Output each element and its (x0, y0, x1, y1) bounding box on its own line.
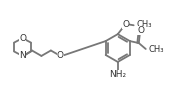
Text: NH₂: NH₂ (109, 70, 126, 79)
Text: O: O (57, 51, 64, 60)
Text: O: O (122, 20, 129, 29)
Text: CH₃: CH₃ (149, 45, 164, 54)
Text: O: O (19, 34, 26, 43)
Text: CH₃: CH₃ (137, 20, 152, 29)
Text: N: N (19, 51, 26, 60)
Text: O: O (137, 26, 144, 35)
